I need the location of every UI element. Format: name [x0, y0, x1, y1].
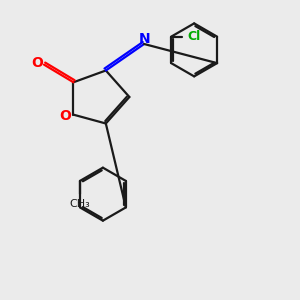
Text: N: N [139, 32, 151, 46]
Text: O: O [32, 56, 44, 70]
Text: Cl: Cl [188, 30, 201, 43]
Text: CH₃: CH₃ [70, 200, 90, 209]
Text: O: O [59, 109, 71, 123]
